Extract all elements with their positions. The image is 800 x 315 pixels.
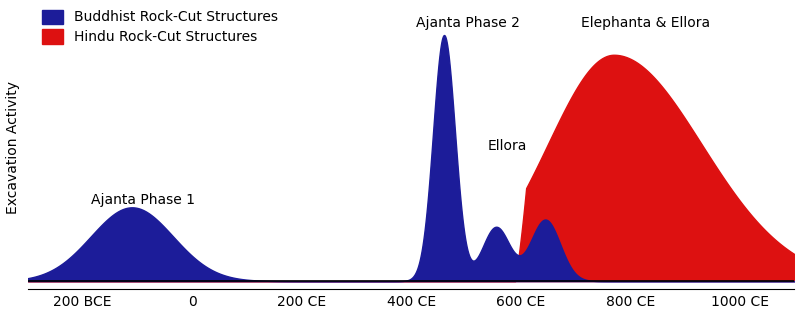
Text: Ajanta Phase 2: Ajanta Phase 2 [415, 16, 519, 30]
Text: Ajanta Phase 1: Ajanta Phase 1 [91, 193, 195, 207]
Text: Ellora: Ellora [488, 139, 527, 153]
Y-axis label: Excavation Activity: Excavation Activity [6, 81, 19, 214]
Text: Elephanta & Ellora: Elephanta & Ellora [581, 16, 710, 30]
Legend: Buddhist Rock-Cut Structures, Hindu Rock-Cut Structures: Buddhist Rock-Cut Structures, Hindu Rock… [42, 10, 278, 44]
